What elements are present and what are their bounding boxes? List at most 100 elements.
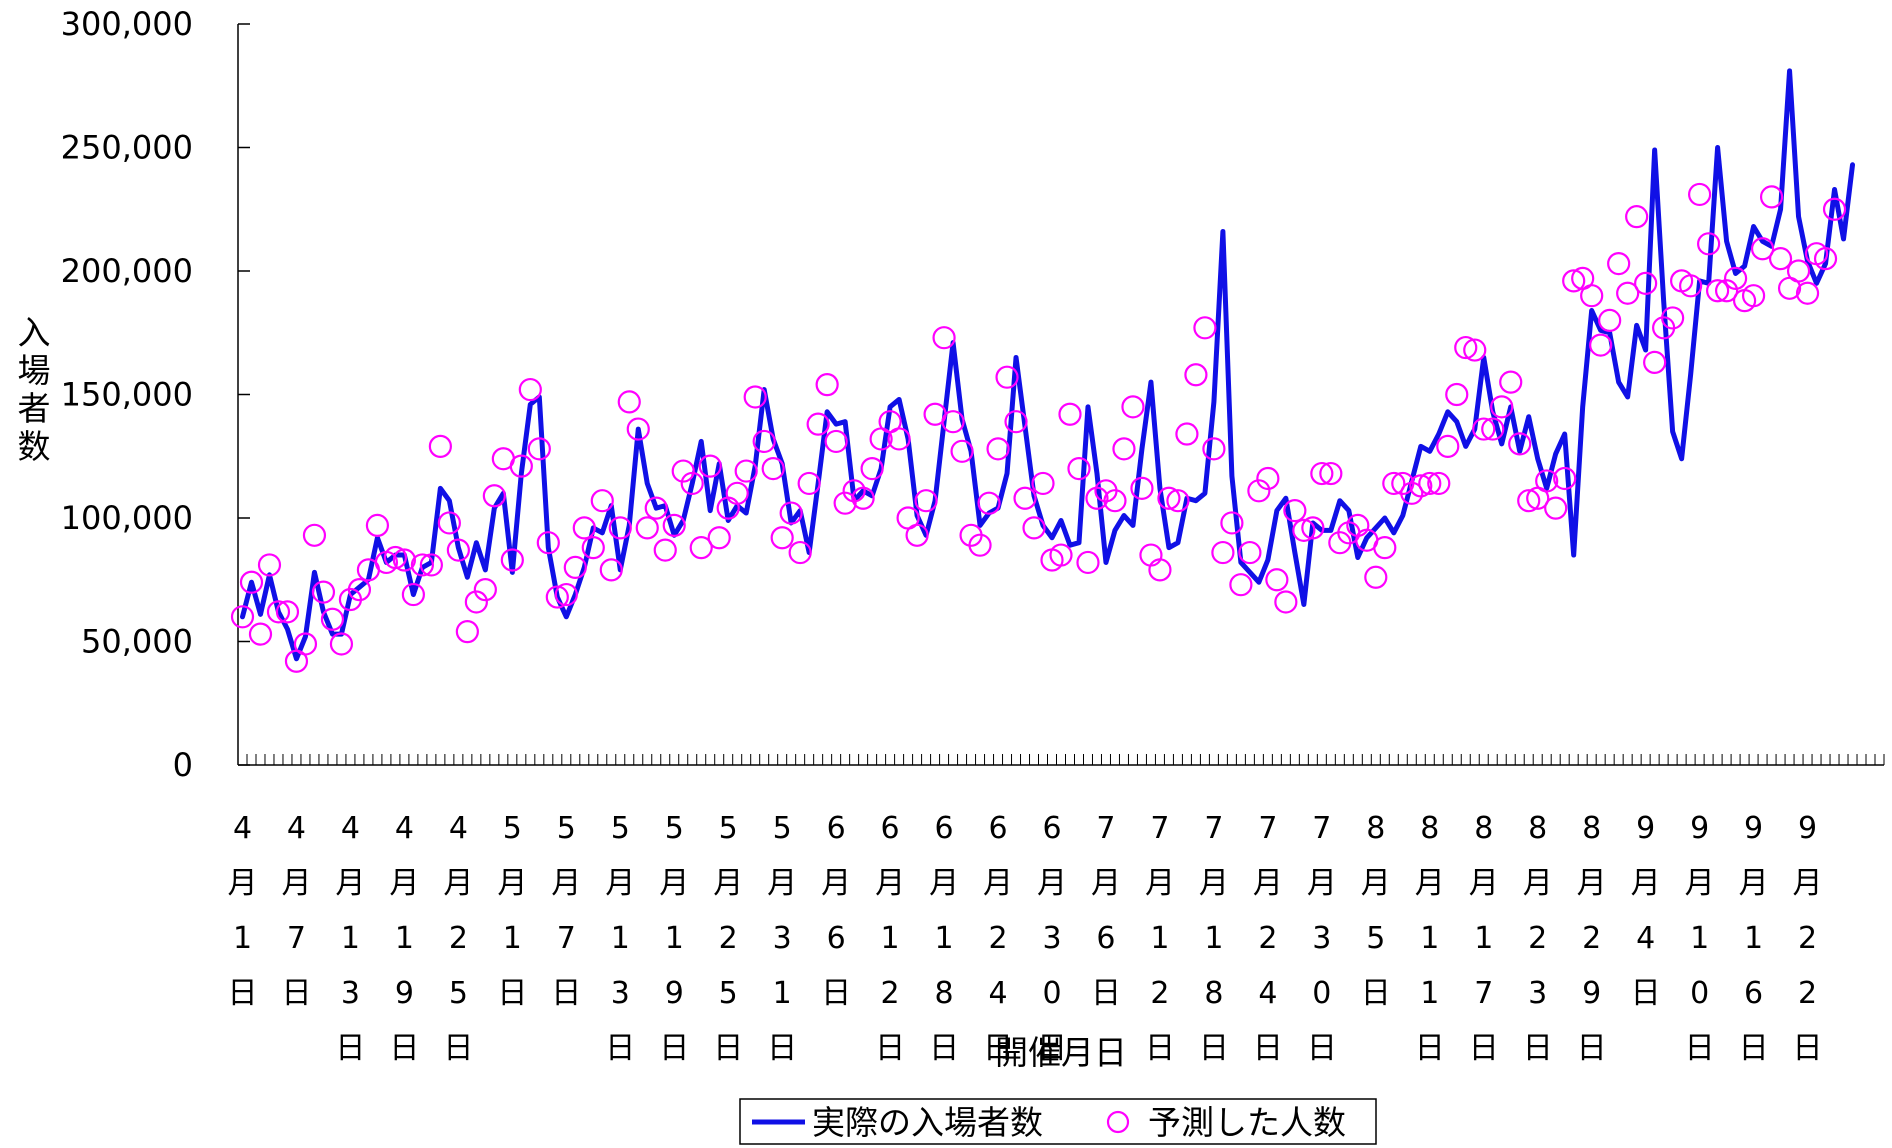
predicted-point	[554, 582, 578, 607]
predicted-point	[473, 578, 497, 602]
predicted-point	[1634, 271, 1658, 295]
predicted-point	[1373, 536, 1397, 560]
predicted-point	[752, 429, 776, 454]
predicted-point	[1705, 279, 1730, 303]
predicted-point	[1786, 259, 1811, 283]
predicted-point	[1741, 284, 1766, 308]
y-tick-label: 0	[173, 746, 193, 784]
predicted-point	[1283, 498, 1307, 523]
predicted-point	[725, 481, 749, 505]
predicted-point	[1004, 410, 1028, 434]
predicted-point	[950, 439, 974, 463]
predicted-point	[572, 516, 596, 540]
predicted-point	[482, 484, 506, 508]
predicted-point	[1436, 434, 1460, 458]
predicted-point	[914, 489, 938, 513]
predicted-point	[1723, 266, 1748, 291]
legend-box	[739, 1098, 1377, 1145]
series-line-actual-attendance	[240, 68, 1856, 662]
predicted-point	[1553, 466, 1577, 491]
predicted-point	[275, 600, 300, 624]
predicted-point	[770, 526, 794, 550]
predicted-point	[1364, 565, 1388, 589]
predicted-point	[1103, 489, 1127, 513]
predicted-point	[1247, 479, 1271, 503]
predicted-point	[1822, 197, 1847, 221]
predicted-point	[644, 496, 668, 520]
predicted-point	[1768, 247, 1793, 271]
predicted-point	[1616, 281, 1640, 305]
predicted-point	[1067, 457, 1091, 481]
predicted-point	[590, 489, 614, 513]
predicted-point	[1229, 573, 1253, 597]
predicted-point	[1427, 471, 1451, 496]
predicted-point	[1481, 417, 1505, 441]
predicted-point	[365, 513, 390, 538]
predicted-point	[248, 622, 273, 646]
predicted-point	[1714, 279, 1739, 303]
predicted-point	[806, 412, 830, 436]
predicted-point	[1750, 237, 1775, 261]
predicted-point	[1643, 350, 1667, 374]
predicted-point	[653, 538, 677, 562]
x-axis-date-labels: 4 月 1 日 4 月 7 日 4 月 1 3 日 4 月 1 9 日 4 月 2 5 日 5 月 1 日 5 月 7 日 5 月 1 3 日 5 月 1 9…	[227, 811, 1822, 1066]
predicted-point	[1112, 437, 1136, 461]
predicted-point	[1157, 486, 1181, 510]
predicted-point	[824, 429, 848, 454]
y-axis-title: 入場者数	[18, 313, 51, 466]
predicted-point	[941, 410, 965, 434]
predicted-point	[1139, 543, 1163, 567]
series-markers-predicted	[230, 182, 1847, 673]
legend-label-predicted: 予測した人数	[1148, 1103, 1346, 1142]
predicted-point	[743, 385, 767, 409]
predicted-point	[734, 459, 758, 483]
predicted-point	[383, 545, 407, 570]
predicted-point	[1238, 540, 1262, 565]
predicted-point	[266, 600, 291, 624]
predicted-point	[401, 582, 425, 607]
predicted-point	[1409, 474, 1433, 498]
legend: 実際の入場者数 予測した人数	[739, 1098, 1377, 1145]
predicted-point	[230, 605, 255, 629]
predicted-point	[1463, 338, 1487, 362]
predicted-point	[1544, 496, 1568, 520]
predicted-point	[464, 590, 488, 614]
predicted-point	[1580, 284, 1604, 308]
predicted-point	[1679, 274, 1703, 298]
y-tick-label: 50,000	[81, 623, 193, 661]
predicted-point	[698, 454, 722, 478]
predicted-point	[1265, 568, 1289, 592]
predicted-point	[257, 553, 282, 577]
predicted-point	[1220, 511, 1244, 535]
predicted-point	[545, 585, 569, 609]
predicted-point	[563, 555, 587, 580]
predicted-point	[455, 620, 479, 644]
predicted-point	[419, 553, 443, 577]
predicted-point	[1445, 382, 1469, 407]
y-tick-label: 300,000	[61, 5, 193, 43]
x-axis-ticks	[237, 754, 1885, 765]
predicted-point	[1130, 476, 1154, 500]
predicted-point	[671, 459, 695, 483]
predicted-point	[410, 553, 434, 577]
predicted-point	[851, 486, 875, 510]
predicted-point	[1490, 395, 1514, 419]
legend-swatch-predicted	[1106, 1110, 1130, 1134]
predicted-point	[1625, 205, 1649, 229]
